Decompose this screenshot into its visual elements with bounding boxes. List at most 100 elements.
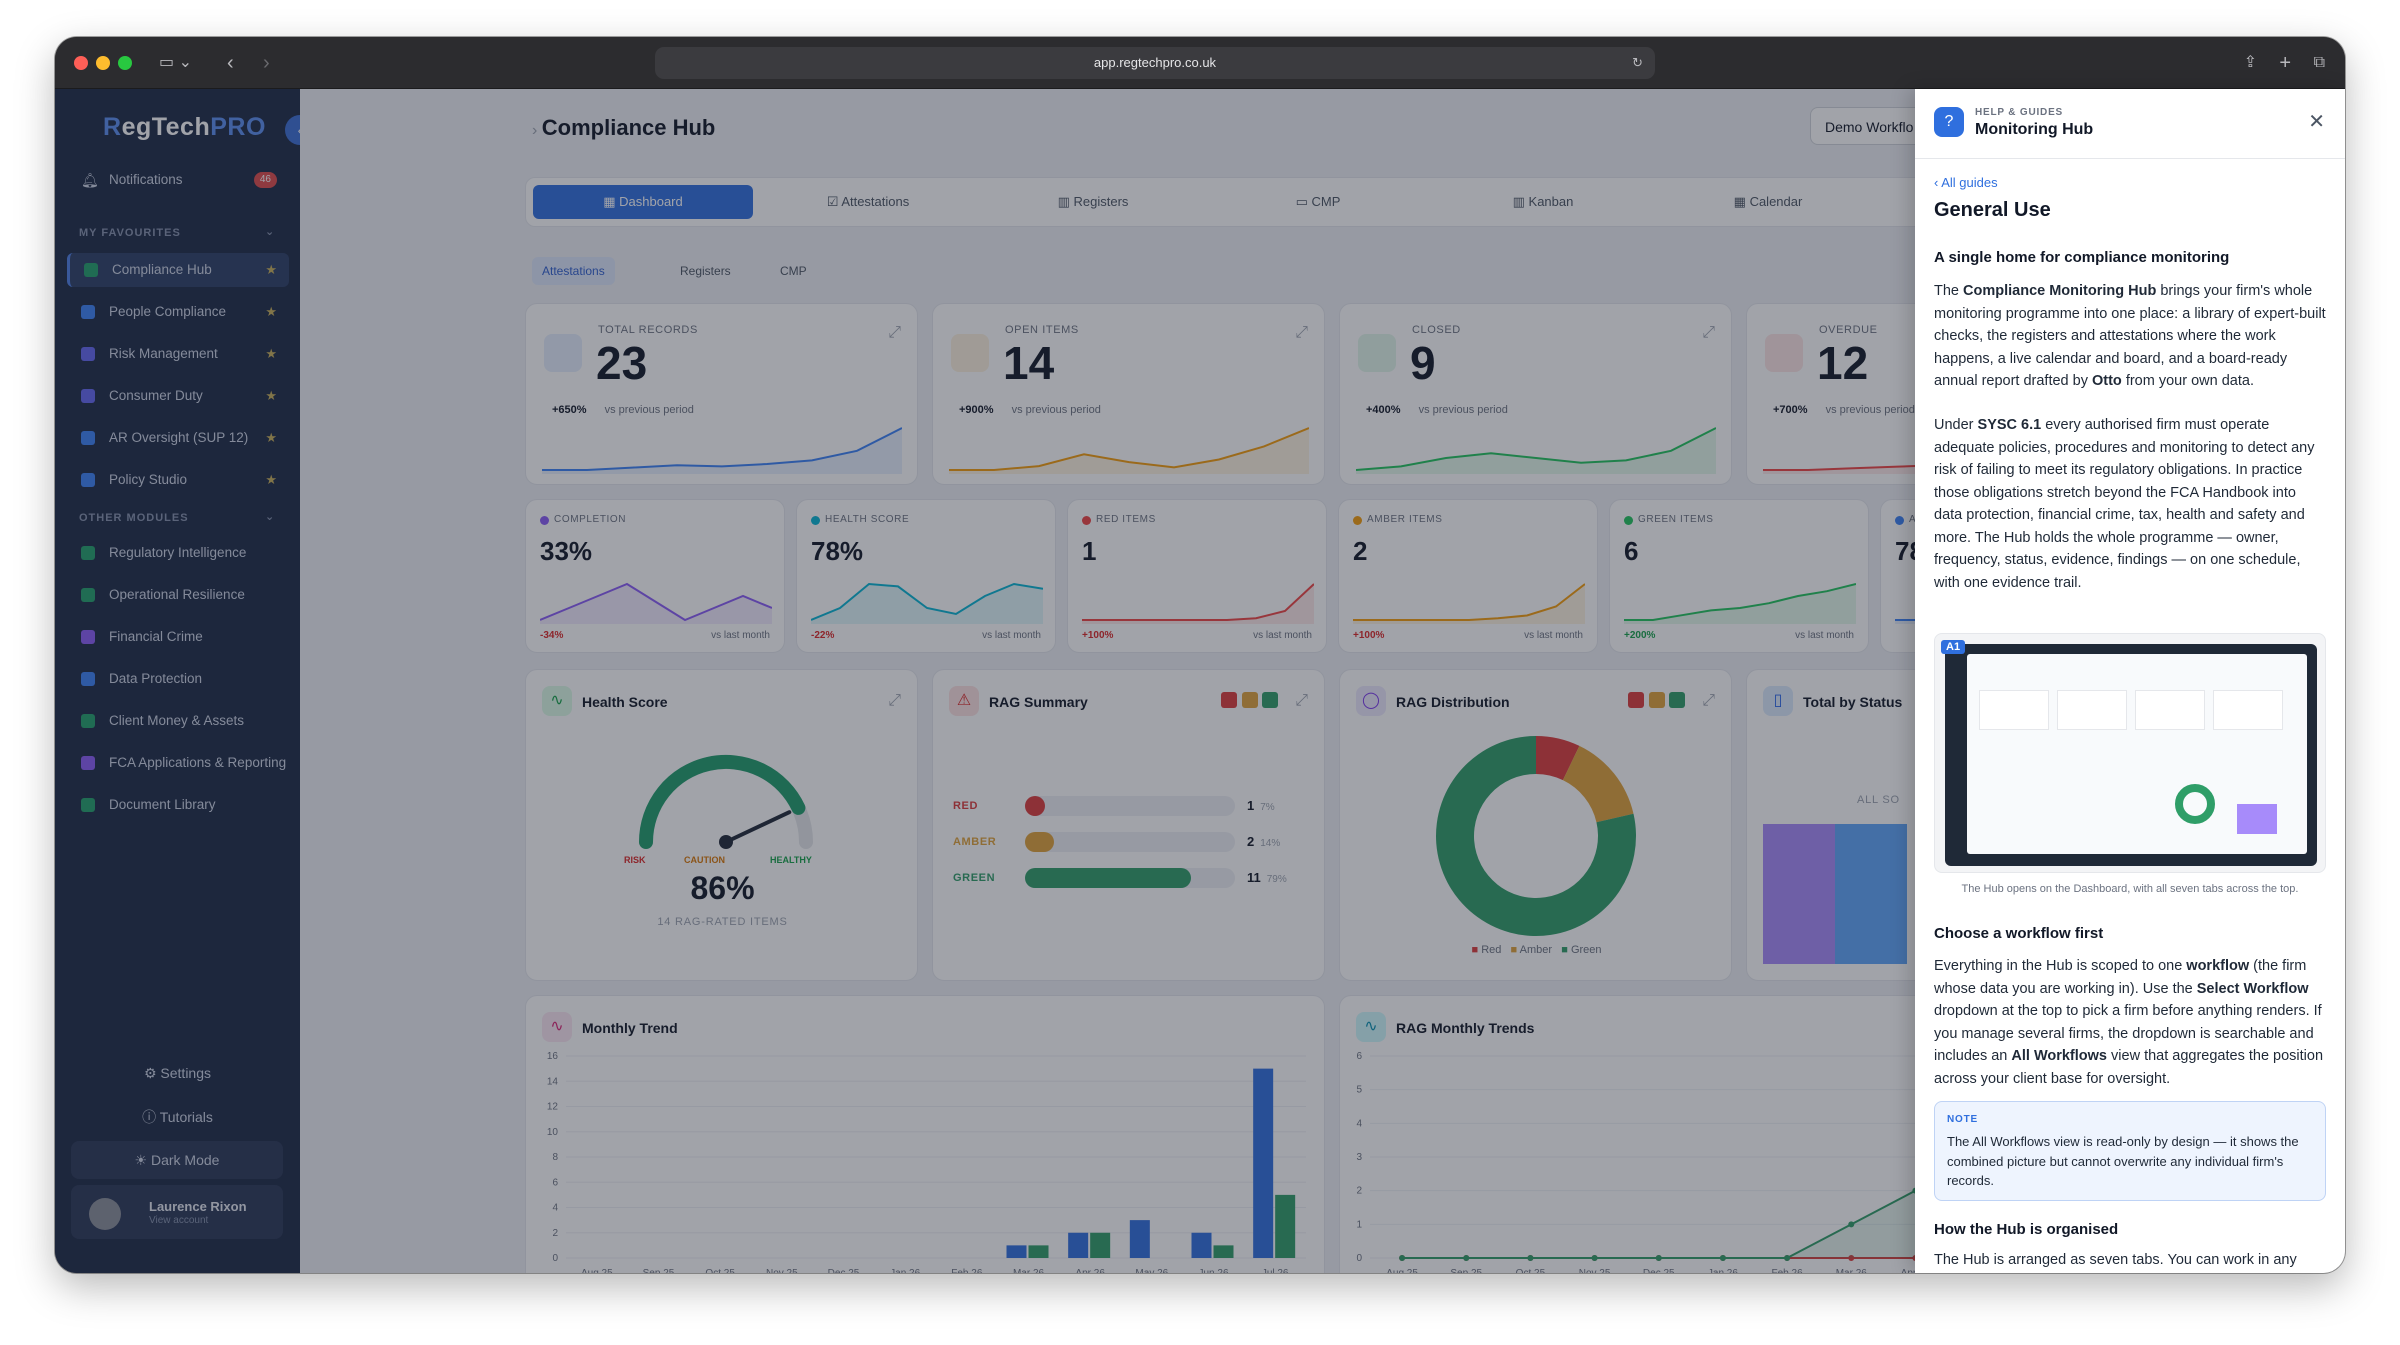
minimize-window-button[interactable] bbox=[96, 56, 110, 70]
back-icon[interactable]: ‹ bbox=[227, 52, 234, 74]
metric-card-completion[interactable]: COMPLETION 33% -34% vs last month bbox=[525, 499, 785, 653]
point-green[interactable] bbox=[1591, 1255, 1598, 1261]
point-green[interactable] bbox=[1719, 1255, 1726, 1261]
card-title: Monthly Trend bbox=[582, 1020, 678, 1036]
expand-icon[interactable]: ⤢ bbox=[1295, 324, 1308, 341]
bar-closed[interactable] bbox=[1213, 1245, 1234, 1258]
tab-icon: ▥ bbox=[1057, 194, 1074, 209]
kpi-card-open-items[interactable]: OPEN ITEMS 14 +900% vs previous period ⤢ bbox=[932, 303, 1325, 485]
metric-card-green-items[interactable]: GREEN ITEMS 6 +200% vs last month bbox=[1609, 499, 1869, 653]
close-icon[interactable]: ✕ bbox=[2308, 111, 2325, 133]
y-tick-label: 3 bbox=[1356, 1152, 1362, 1163]
metric-value: 6 bbox=[1624, 536, 1639, 566]
sidebar-item-financial-crime[interactable]: Financial Crime bbox=[67, 620, 289, 654]
sidebar-item-consumer-duty[interactable]: Consumer Duty ★ bbox=[67, 379, 289, 413]
point-green[interactable] bbox=[1784, 1255, 1791, 1261]
kpi-card-closed[interactable]: CLOSED 9 +400% vs previous period ⤢ bbox=[1339, 303, 1732, 485]
chevron-down-icon[interactable]: ⌄ bbox=[265, 511, 276, 523]
sidebar-item-ar-oversight-sup-12-[interactable]: AR Oversight (SUP 12) ★ bbox=[67, 421, 289, 455]
metric-card-amber-items[interactable]: AMBER ITEMS 2 +100% vs last month bbox=[1338, 499, 1598, 653]
expand-icon[interactable]: ⤢ bbox=[888, 324, 901, 341]
bar-closed[interactable] bbox=[1275, 1194, 1296, 1258]
reload-icon[interactable]: ↻ bbox=[1632, 55, 1643, 70]
share-icon[interactable]: ⇪ bbox=[2243, 54, 2257, 71]
tab-overview-icon[interactable]: ⧉ bbox=[2313, 54, 2325, 71]
subtab-cmp[interactable]: CMP bbox=[780, 264, 807, 278]
all-guides-link[interactable]: ‹ All guides bbox=[1934, 175, 1998, 190]
tab-calendar[interactable]: ▦ Calendar bbox=[1733, 194, 1803, 209]
metric-card-red-items[interactable]: RED ITEMS 1 +100% vs last month bbox=[1067, 499, 1327, 653]
tab-attestations[interactable]: ☑ Attestations bbox=[826, 194, 910, 209]
dark-mode-toggle[interactable]: ☀ Dark Mode bbox=[71, 1141, 283, 1179]
rag-row-count: 11 79% bbox=[1247, 870, 1287, 885]
sidebar-item-operational-resilience[interactable]: Operational Resilience bbox=[67, 578, 289, 612]
rag-filter-swatches[interactable] bbox=[1628, 692, 1685, 713]
health-score-card: ∿ Health Score ⤢ RISK CAUTION HEALTHY 86… bbox=[525, 669, 918, 981]
kpi-label: OVERDUE bbox=[1819, 324, 1878, 336]
point-green[interactable] bbox=[1399, 1255, 1406, 1261]
caution-label: CAUTION bbox=[684, 855, 725, 865]
star-icon[interactable]: ★ bbox=[265, 472, 277, 487]
donut-slice-green[interactable] bbox=[1436, 736, 1636, 936]
donut-slice-amber[interactable] bbox=[1562, 745, 1634, 823]
bar-total[interactable] bbox=[1129, 1220, 1150, 1258]
point-red[interactable] bbox=[1848, 1255, 1855, 1261]
chevron-down-icon[interactable]: ⌄ bbox=[265, 226, 276, 238]
point-green[interactable] bbox=[1848, 1221, 1855, 1228]
settings-link[interactable]: ⚙ Settings bbox=[55, 1065, 300, 1082]
star-icon[interactable]: ★ bbox=[265, 346, 277, 361]
star-icon[interactable]: ★ bbox=[265, 388, 277, 403]
sidebar-item-fca-applications-reporting[interactable]: FCA Applications & Reporting bbox=[67, 746, 289, 780]
subtab-registers[interactable]: Registers bbox=[680, 264, 731, 278]
sidebar-item-document-library[interactable]: Document Library bbox=[67, 788, 289, 822]
subtab-attestations[interactable]: Attestations bbox=[532, 257, 615, 285]
metric-card-health-score[interactable]: HEALTH SCORE 78% -22% vs last month bbox=[796, 499, 1056, 653]
expand-icon[interactable]: ⤢ bbox=[1702, 692, 1715, 709]
forward-icon[interactable]: › bbox=[263, 52, 270, 74]
bar-total[interactable] bbox=[1006, 1245, 1027, 1258]
bar-total[interactable] bbox=[1068, 1232, 1089, 1258]
sidebar-item-client-money-assets[interactable]: Client Money & Assets bbox=[67, 704, 289, 738]
sidebar-item-policy-studio[interactable]: Policy Studio ★ bbox=[67, 463, 289, 497]
tab-registers[interactable]: ▥ Registers bbox=[1057, 194, 1129, 209]
sidebar-item-notifications[interactable]: 🔔︎ Notifications 46 bbox=[67, 163, 289, 197]
sidebar-item-people-compliance[interactable]: People Compliance ★ bbox=[67, 295, 289, 329]
sidebar-item-regulatory-intelligence[interactable]: Regulatory Intelligence bbox=[67, 536, 289, 570]
bar-closed[interactable] bbox=[1028, 1245, 1049, 1258]
note-label: NOTE bbox=[1947, 1114, 1978, 1125]
star-icon[interactable]: ★ bbox=[265, 304, 277, 319]
point-green[interactable] bbox=[1655, 1255, 1662, 1261]
tab-kanban[interactable]: ▥ Kanban bbox=[1512, 194, 1574, 209]
sidebar-item-label: Data Protection bbox=[109, 671, 203, 686]
point-green[interactable] bbox=[1527, 1255, 1534, 1261]
brand-logo[interactable]: RegTechPRO bbox=[103, 113, 266, 141]
zoom-window-button[interactable] bbox=[118, 56, 132, 70]
expand-icon[interactable]: ⤢ bbox=[1295, 692, 1308, 709]
screenshot-thumbnail[interactable]: A1 bbox=[1934, 633, 2326, 873]
rag-filter-swatches[interactable] bbox=[1221, 692, 1278, 713]
point-green[interactable] bbox=[1463, 1255, 1470, 1261]
bar-closed[interactable] bbox=[1090, 1232, 1111, 1258]
sidebar-item-risk-management[interactable]: Risk Management ★ bbox=[67, 337, 289, 371]
url-bar[interactable]: app.regtechpro.co.uk ↻ bbox=[655, 47, 1655, 79]
kpi-card-total-records[interactable]: TOTAL RECORDS 23 +650% vs previous period ⤢ bbox=[525, 303, 918, 485]
close-window-button[interactable] bbox=[74, 56, 88, 70]
tab-dashboard[interactable]: ▦ Dashboard bbox=[533, 185, 753, 219]
sidebar-item-compliance-hub[interactable]: Compliance Hub ★ bbox=[67, 253, 289, 287]
sidebar-toggle-icon[interactable]: ▭ ⌄ bbox=[159, 54, 192, 71]
bar-total[interactable] bbox=[1253, 1068, 1274, 1258]
expand-icon[interactable]: ⤢ bbox=[888, 692, 901, 709]
sidebar-item-data-protection[interactable]: Data Protection bbox=[67, 662, 289, 696]
tab-cmp[interactable]: ▭ CMP bbox=[1295, 194, 1341, 209]
tutorials-link[interactable]: ⓘ Tutorials bbox=[55, 1107, 300, 1127]
star-icon[interactable]: ★ bbox=[265, 262, 277, 277]
donut-slice-red[interactable] bbox=[1536, 736, 1580, 781]
x-tick-label: Mar 26 bbox=[1836, 1268, 1868, 1273]
metric-value: 33% bbox=[540, 536, 593, 566]
bar-total[interactable] bbox=[1191, 1232, 1212, 1258]
new-tab-icon[interactable]: + bbox=[2279, 52, 2291, 74]
expand-icon[interactable]: ⤢ bbox=[1702, 324, 1715, 341]
star-icon[interactable]: ★ bbox=[265, 430, 277, 445]
module-icon bbox=[81, 473, 95, 487]
